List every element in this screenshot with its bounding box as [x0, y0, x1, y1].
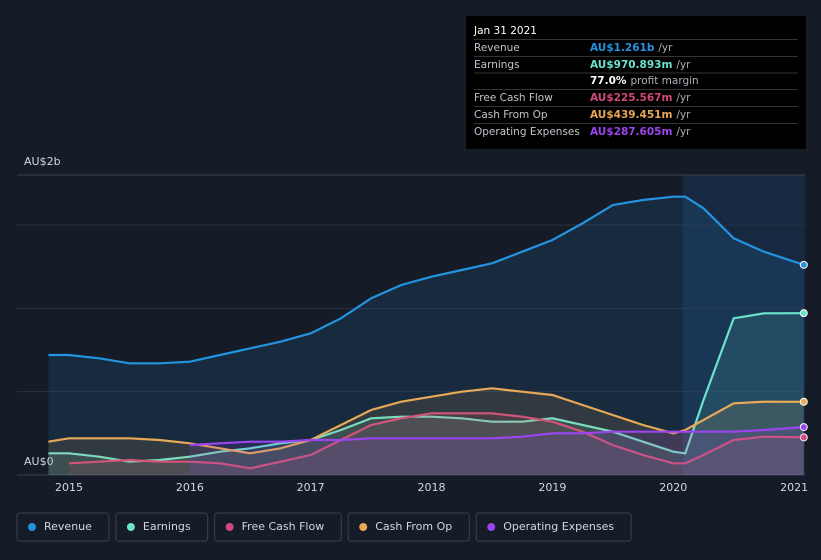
tooltip-label: Earnings: [474, 59, 520, 71]
area: [48, 313, 804, 475]
line: [48, 195, 805, 365]
legend-dot: [225, 523, 234, 531]
tooltip-amount: AU$225.567m: [590, 92, 672, 104]
x-tick-label: 2018: [418, 481, 446, 494]
tooltip-amount: AU$439.451m: [590, 109, 672, 121]
area: [48, 388, 804, 475]
y-tick-label: AU$2b: [24, 155, 61, 168]
area: [189, 427, 804, 475]
x-tick-label: 2019: [538, 481, 566, 494]
tooltip-value: AU$225.567m/yr: [590, 92, 691, 104]
tooltip-amount: AU$970.893m: [590, 59, 672, 71]
tooltip-value: AU$287.605m/yr: [590, 126, 691, 138]
tooltip-unit: /yr: [676, 92, 691, 104]
legend-box: [347, 512, 470, 542]
legend-dot: [28, 523, 36, 531]
legend-dot: [126, 523, 135, 531]
end-dot: [799, 309, 808, 318]
legend-label: Operating Expenses: [503, 520, 614, 533]
legend-item[interactable]: Cash From Op: [347, 512, 470, 542]
tooltip-amount: AU$287.605m: [590, 126, 672, 138]
legend-label: Revenue: [44, 520, 92, 533]
legend-dot: [359, 523, 368, 531]
tooltip-value: AU$1.261b/yr: [590, 42, 673, 54]
legend-box: [115, 512, 209, 542]
tooltip-margin: 77.0% profit margin: [590, 75, 699, 87]
legend-box: [214, 512, 342, 542]
line: [48, 312, 804, 463]
tooltip-box: [466, 16, 806, 149]
legend-item[interactable]: Free Cash Flow: [214, 512, 342, 542]
area: [69, 413, 804, 475]
legend: Revenue Earnings Free Cash Flow Cash From O…: [16, 512, 632, 542]
x-tick-label: 2016: [176, 481, 204, 494]
legend-label: Cash From Op: [375, 520, 452, 533]
x-tick-label: 2015: [55, 481, 83, 494]
end-dot: [799, 433, 808, 442]
tooltip-label: Cash From Op: [474, 109, 548, 121]
legend-box: [16, 512, 110, 542]
legend-item[interactable]: Earnings: [115, 512, 209, 542]
tooltip-unit: /yr: [676, 59, 691, 71]
tooltip-unit: /yr: [658, 42, 673, 54]
x-tick-label: 2017: [297, 481, 325, 494]
tooltip-value: AU$970.893m/yr: [590, 59, 691, 71]
tooltip-label: Free Cash Flow: [474, 92, 553, 104]
area: [48, 196, 804, 475]
end-dot: [799, 423, 808, 432]
tooltip-amount: AU$1.261b: [590, 42, 655, 54]
legend-box: [475, 512, 632, 542]
legend-dot: [487, 523, 496, 531]
tooltip-value: AU$439.451m/yr: [590, 109, 691, 121]
plot: AU$0 AU$2b 2015 2016 2017 2018 2019 2020 2021: [17, 155, 808, 494]
end-dot: [799, 397, 808, 406]
tooltip-date: Jan 31 2021: [473, 25, 537, 37]
legend-item[interactable]: Revenue: [16, 512, 110, 542]
end-dot: [799, 260, 808, 269]
tooltip-label: Operating Expenses: [474, 126, 580, 138]
line: [68, 412, 804, 470]
legend-label: Earnings: [143, 520, 191, 533]
x-tick-label: 2021: [780, 481, 808, 494]
legend-item[interactable]: Operating Expenses: [475, 512, 632, 542]
tooltip-label: Revenue: [474, 42, 520, 54]
tooltip: Jan 31 2021 Revenue AU$1.261b/yr Earnings A…: [466, 16, 806, 149]
y-tick-label: AU$0: [24, 455, 54, 468]
x-tick-label: 2020: [659, 481, 687, 494]
tooltip-unit: /yr: [676, 126, 691, 138]
tooltip-margin-part: profit margin: [630, 75, 698, 87]
line: [189, 426, 804, 447]
tooltip-margin-part: 77.0%: [590, 75, 627, 87]
tooltip-unit: /yr: [676, 109, 691, 121]
legend-label: Free Cash Flow: [242, 520, 325, 533]
